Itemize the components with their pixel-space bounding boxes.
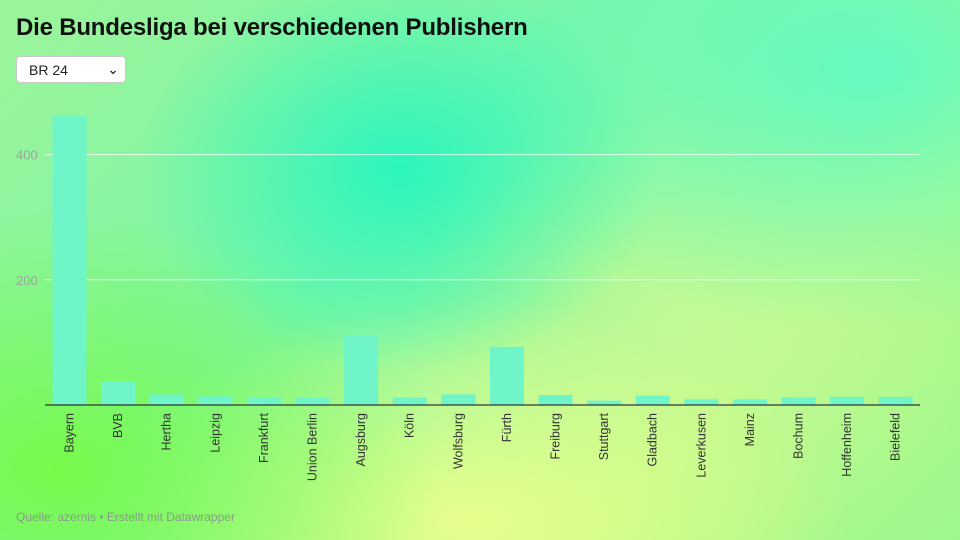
x-tick-label: Fürth bbox=[500, 413, 514, 442]
x-tick-label: Leipzig bbox=[208, 413, 222, 453]
bar bbox=[392, 397, 427, 405]
x-tick-label: Leverkusen bbox=[694, 413, 708, 478]
bar bbox=[489, 346, 524, 405]
x-tick-label: Köln bbox=[403, 413, 417, 438]
y-tick-label: 400 bbox=[16, 148, 38, 163]
bar bbox=[246, 397, 281, 405]
bar bbox=[732, 399, 767, 405]
bar bbox=[149, 394, 184, 405]
bar bbox=[344, 334, 379, 405]
x-tick-label: Mainz bbox=[743, 413, 757, 446]
x-tick-label: Bielefeld bbox=[889, 413, 903, 461]
bar bbox=[635, 395, 670, 405]
source-note: Quelle: azernis • Erstellt mit Datawrapp… bbox=[16, 510, 235, 524]
bar bbox=[441, 394, 476, 405]
x-tick-label: Freiburg bbox=[549, 413, 563, 460]
x-tick-label: Wolfsburg bbox=[451, 413, 465, 469]
publisher-select[interactable]: BR 24 ⌄ bbox=[16, 56, 126, 83]
x-tick-label: Augsburg bbox=[354, 413, 368, 467]
x-tick-label: Gladbach bbox=[646, 413, 660, 467]
bar bbox=[295, 397, 330, 405]
bar bbox=[538, 394, 573, 405]
x-tick-label: Bayern bbox=[63, 413, 77, 453]
chevron-down-icon: ⌄ bbox=[107, 61, 119, 77]
x-tick-label: Union Berlin bbox=[306, 413, 320, 481]
bar bbox=[587, 400, 622, 405]
bar bbox=[781, 397, 816, 405]
publisher-select-value: BR 24 bbox=[29, 61, 68, 78]
bar bbox=[878, 396, 913, 405]
bar bbox=[198, 396, 233, 405]
x-tick-label: Frankfurt bbox=[257, 412, 271, 463]
x-tick-label: Bochum bbox=[792, 413, 806, 459]
bar bbox=[52, 115, 87, 405]
y-tick-label: 200 bbox=[16, 273, 38, 288]
chart-title: Die Bundesliga bei verschiedenen Publish… bbox=[16, 14, 528, 41]
bar bbox=[830, 396, 865, 405]
x-tick-label: Stuttgart bbox=[597, 412, 611, 460]
x-tick-label: Hoffenheim bbox=[840, 413, 854, 477]
bar bbox=[101, 381, 136, 405]
x-tick-label: BVB bbox=[111, 413, 125, 438]
bar bbox=[684, 399, 719, 405]
x-tick-label: Hertha bbox=[160, 413, 174, 451]
